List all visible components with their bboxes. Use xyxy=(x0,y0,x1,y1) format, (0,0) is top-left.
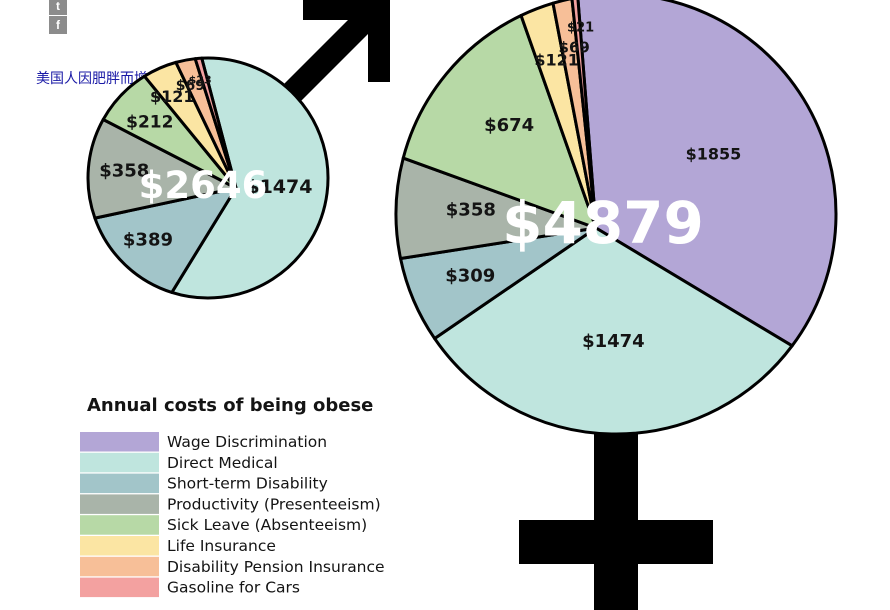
label-male-sick-leave-absenteeism: $212 xyxy=(126,113,173,133)
label-female-productivity-presenteeism: $358 xyxy=(446,200,496,221)
legend-item-disability-pension-insurance: Disability Pension Insurance xyxy=(80,556,385,577)
label-male-life-insurance: $121 xyxy=(150,87,195,106)
legend-swatch xyxy=(80,515,159,535)
slice-female-direct-medical xyxy=(433,226,794,436)
twitter-icon[interactable]: t xyxy=(49,0,67,15)
slice-female-wage-discrimination xyxy=(576,0,838,348)
legend-swatch xyxy=(80,473,159,494)
legend-item-gasoline-for-cars: Gasoline for Cars xyxy=(80,577,300,598)
legend-label: Productivity (Presenteeism) xyxy=(167,495,381,513)
label-female-gasoline-for-cars: $21 xyxy=(567,21,594,36)
legend: Annual costs of being obese Wage Discrim… xyxy=(80,395,385,598)
label-male-gasoline-for-cars: $23 xyxy=(189,73,212,86)
legend-swatch xyxy=(80,556,159,577)
legend-item-short-term-disability: Short-term Disability xyxy=(80,473,328,494)
label-male-short-term-disability: $389 xyxy=(123,230,173,251)
pie-female: $1855 $1474 $309 $358 $674 $121$69 $21 $4879 xyxy=(394,0,838,436)
label-female-life-insurance: $121 xyxy=(534,51,579,70)
legend-label: Sick Leave (Absenteeism) xyxy=(167,516,367,534)
legend-swatch xyxy=(80,432,159,452)
male-symbol xyxy=(281,0,390,104)
label-female-sick-leave-absenteeism: $674 xyxy=(484,115,534,136)
legend-label: Direct Medical xyxy=(167,454,278,472)
slice-male-short-term-disability xyxy=(93,186,238,294)
legend-swatch xyxy=(80,536,159,556)
legend-title: Annual costs of being obese xyxy=(87,395,373,416)
slice-female-productivity-presenteeism xyxy=(394,156,598,261)
slice-male-gasoline-for-cars xyxy=(193,56,238,190)
label-female-short-term-disability: $309 xyxy=(445,266,495,287)
facebook-icon[interactable]: f xyxy=(49,16,67,34)
legend-label: Gasoline for Cars xyxy=(167,579,300,597)
legend-swatch xyxy=(80,494,159,514)
label-female-wage-discrimination: $1855 xyxy=(686,145,742,164)
legend-label: Disability Pension Insurance xyxy=(167,558,385,576)
legend-swatch xyxy=(80,577,159,598)
female-symbol xyxy=(519,425,713,610)
total-male: $2646 xyxy=(139,164,268,207)
slice-female-sick-leave-absenteeism xyxy=(401,14,598,230)
legend-item-sick-leave-absenteeism: Sick Leave (Absenteeism) xyxy=(80,515,367,535)
slice-male-productivity-presenteeism xyxy=(86,117,238,220)
slice-male-direct-medical xyxy=(170,56,330,300)
label-male-direct-medical: $1474 xyxy=(246,176,312,198)
legend-label: Wage Discrimination xyxy=(167,433,327,451)
total-female: $4879 xyxy=(502,189,704,257)
slice-female-disability-pension-insurance xyxy=(551,0,598,230)
label-female-direct-medical: $1474 xyxy=(582,331,645,352)
legend-swatch xyxy=(80,452,159,473)
pie-male: $1474 $389 $358 $212 $121$69$23 $2646 xyxy=(86,56,330,300)
legend-label: Life Insurance xyxy=(167,537,276,555)
legend-label: Short-term Disability xyxy=(167,475,328,493)
legend-item-life-insurance: Life Insurance xyxy=(80,536,276,556)
label-female-disability-pension-insurance: $69 xyxy=(559,39,590,57)
legend-item-wage-discrimination: Wage Discrimination xyxy=(80,432,327,452)
label-male-disability-pension-insurance: $69 xyxy=(176,78,205,94)
legend-item-productivity-presenteeism: Productivity (Presenteeism) xyxy=(80,494,381,514)
legend-item-direct-medical: Direct Medical xyxy=(80,452,278,473)
label-male-productivity-presenteeism: $358 xyxy=(99,160,149,181)
